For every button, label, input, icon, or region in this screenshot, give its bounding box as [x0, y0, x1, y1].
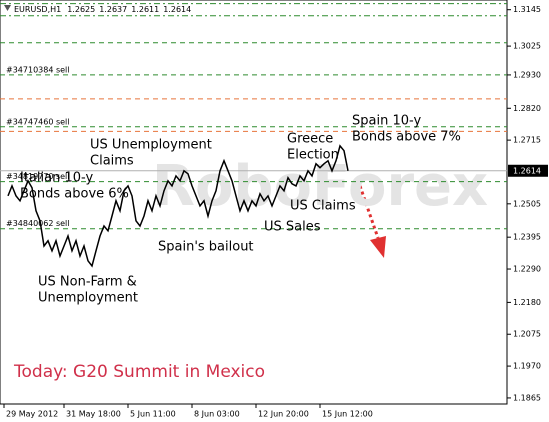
y-tick-label: 1.2075 — [513, 330, 541, 339]
annotation: Election — [287, 148, 339, 163]
x-tick-label: 31 May 18:00 — [66, 410, 121, 419]
ohlc-value: 1.2611 — [131, 5, 159, 14]
ohlc-value: 1.2637 — [99, 5, 127, 14]
order-label: #34747460 sell — [6, 117, 70, 126]
annotation: Italian 10-y — [20, 171, 93, 186]
note: Today: G20 Summit in Mexico — [13, 362, 265, 382]
ohlc-value: 1.2625 — [67, 5, 95, 14]
order-label: #34819770 sell — [6, 172, 70, 181]
y-tick-label: 1.2930 — [513, 70, 541, 79]
x-tick-label: 15 Jun 12:00 — [322, 410, 373, 419]
annotation: US Non-Farm & — [38, 275, 137, 290]
y-tick-label: 1.2395 — [513, 233, 541, 242]
annotation: Bonds above 6% — [20, 187, 129, 202]
annotation: Spain 10-y — [352, 114, 421, 129]
x-tick-label: 8 Jun 03:00 — [194, 410, 240, 419]
watermark: RoboForex — [152, 154, 488, 219]
plot-frame — [0, 0, 508, 405]
x-tick-label: 12 Jun 20:00 — [258, 410, 309, 419]
x-tick-label: 29 May 2012 — [6, 410, 58, 419]
y-tick-label: 1.2505 — [513, 199, 541, 208]
forecast-arrow-head — [370, 236, 386, 258]
annotation: Claims — [90, 154, 134, 169]
annotation: Greece — [287, 132, 333, 147]
price-line — [7, 144, 349, 268]
y-tick-label: 1.2715 — [513, 136, 541, 145]
annotation: Unemployment — [38, 291, 138, 306]
order-label: #34840062 sell — [6, 219, 70, 228]
y-tick-label: 1.3025 — [513, 42, 541, 51]
annotation: US Claims — [290, 199, 356, 214]
header: EURUSD,H1 1.2625 1.2637 1.2611 1.2614 — [14, 5, 191, 14]
y-tick-label: 1.3145 — [513, 5, 541, 14]
last-price-box — [508, 164, 548, 177]
y-tick-label: 1.1970 — [513, 362, 541, 371]
annotation: Spain's bailout — [158, 240, 254, 255]
y-tick-label: 1.1865 — [513, 393, 541, 402]
y-tick-label: 1.2290 — [513, 265, 541, 274]
header-icon — [4, 5, 11, 11]
annotation: US Sales — [264, 220, 321, 235]
y-tick-label: 1.2180 — [513, 298, 541, 307]
x-tick-label: 5 Jun 11:00 — [130, 410, 176, 419]
ohlc-value: 1.2614 — [163, 5, 191, 14]
symbol: EURUSD,H1 — [14, 5, 61, 14]
last-price-label: 1.2614 — [513, 166, 541, 175]
order-label: #34710384 sell — [6, 65, 70, 74]
annotation: US Unemployment — [90, 138, 212, 153]
y-tick-label: 1.2820 — [513, 104, 541, 113]
annotation: Bonds above 7% — [352, 130, 461, 145]
